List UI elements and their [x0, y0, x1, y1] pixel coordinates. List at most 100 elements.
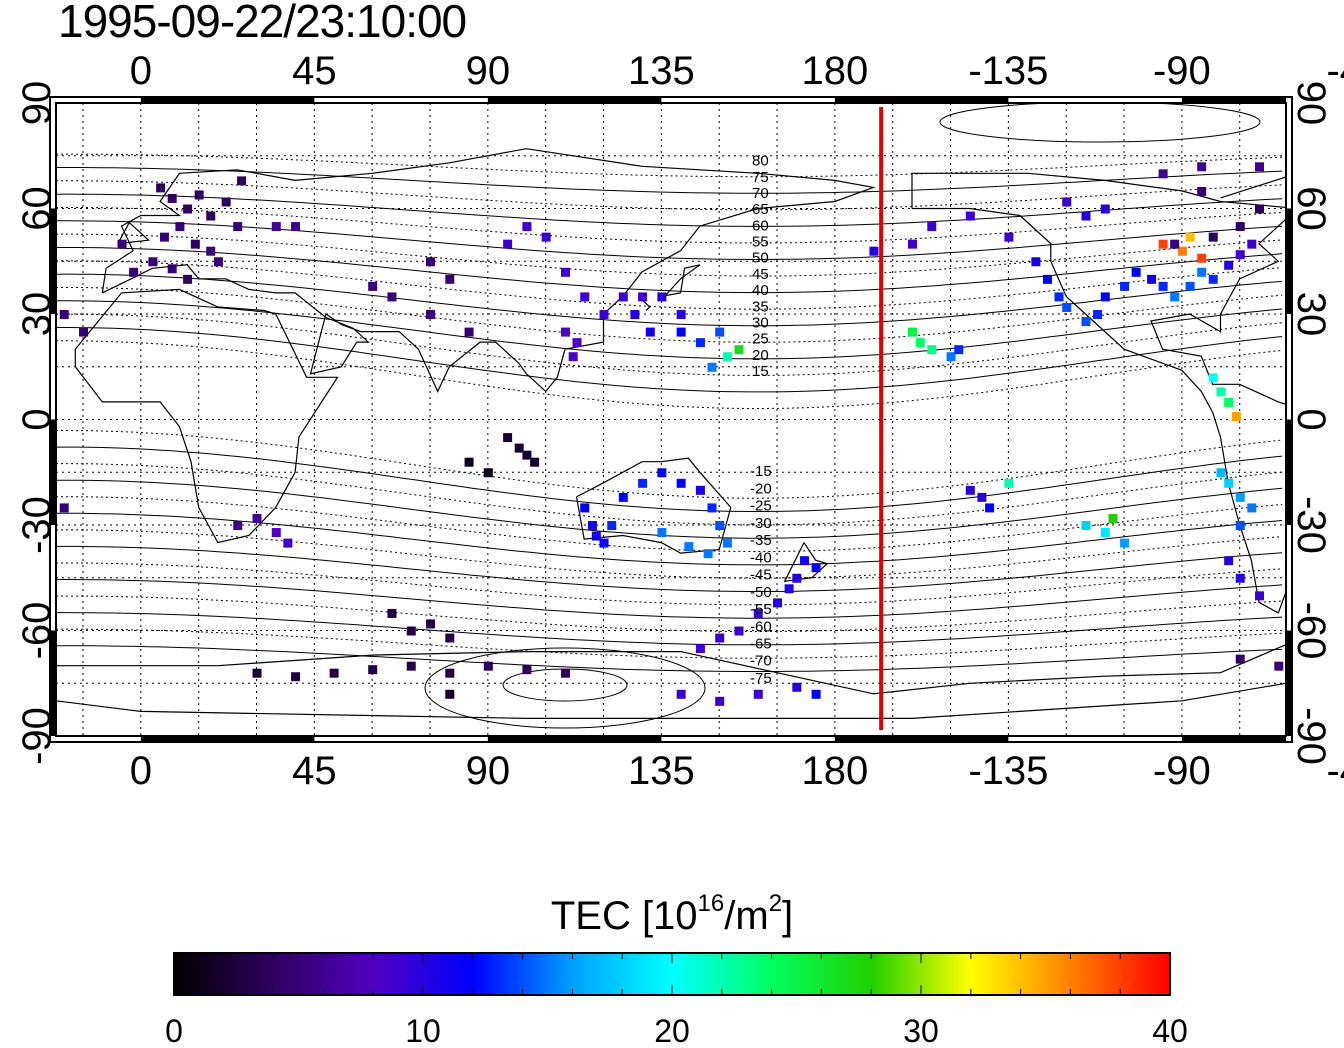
y-tick-left-label: 90 — [15, 81, 59, 126]
tec-point — [183, 274, 193, 284]
contour-loop — [424, 647, 706, 729]
tec-point — [638, 478, 648, 488]
contour-line — [56, 260, 1283, 310]
tec-point — [676, 310, 686, 319]
tec-point — [915, 338, 925, 348]
tec-point — [1177, 246, 1187, 256]
tec-point — [618, 492, 628, 502]
tec-point — [907, 239, 917, 249]
tec-point — [522, 450, 532, 460]
x-tick-top-label: -45 — [1326, 49, 1344, 93]
tec-data-points — [59, 162, 1341, 706]
tec-point — [156, 183, 166, 193]
tec-point — [1235, 250, 1245, 260]
tec-point — [129, 267, 139, 277]
y-tick-right-label: 90 — [1289, 81, 1333, 126]
tec-point — [1100, 292, 1110, 302]
coastline-path — [74, 288, 339, 544]
contour-label: -35 — [750, 532, 772, 549]
tec-point — [580, 503, 590, 513]
tec-point — [1108, 513, 1118, 523]
tec-point — [190, 239, 200, 249]
contour-label: -70 — [750, 653, 772, 670]
tec-point — [1332, 433, 1341, 442]
tec-point — [773, 598, 783, 608]
tec-point — [954, 345, 964, 355]
tec-point — [1158, 239, 1168, 249]
tec-point — [1235, 573, 1245, 583]
tec-point — [572, 338, 582, 348]
contour-label: 45 — [752, 266, 769, 283]
tec-point — [1120, 281, 1130, 291]
tec-point — [568, 352, 578, 362]
colorbar-title-unit: /m — [724, 894, 769, 938]
tec-point — [522, 222, 532, 232]
coastline-path — [660, 264, 701, 301]
tec-point — [1255, 591, 1265, 601]
tec-point — [271, 222, 281, 232]
colorbar-tick-label: 10 — [405, 1013, 441, 1048]
colorbar-title-unit-exponent: 2 — [768, 890, 783, 917]
tec-point — [1224, 260, 1234, 270]
y-tick-right-label: 60 — [1289, 186, 1333, 231]
x-tick-bottom-label: -90 — [1153, 749, 1211, 793]
colorbar-title-exponent: 16 — [697, 890, 725, 917]
tec-point — [445, 689, 455, 699]
tec-point — [78, 327, 88, 337]
tec-point — [657, 292, 667, 302]
tec-point — [503, 239, 513, 249]
x-tick-top-label: 0 — [130, 49, 152, 93]
x-tick-bottom-label: 180 — [801, 749, 868, 793]
y-tick-right-label: 0 — [1289, 408, 1333, 430]
tec-point — [1081, 521, 1091, 530]
tec-point — [541, 232, 551, 242]
tec-point — [977, 492, 987, 502]
tec-point — [1235, 654, 1245, 664]
tec-point — [406, 661, 416, 671]
contour-line — [56, 545, 1283, 592]
tec-point — [1247, 503, 1257, 513]
colorbar-title-close: ] — [782, 894, 794, 938]
tec-point — [1235, 521, 1245, 530]
tec-point — [869, 246, 879, 256]
x-tick-bottom-label: 0 — [130, 749, 152, 793]
contour-label: -15 — [750, 463, 772, 480]
contour-label: 70 — [752, 185, 769, 202]
tec-point — [599, 538, 609, 548]
tec-point — [734, 626, 744, 636]
coastline-path — [56, 643, 1286, 719]
coastline-path — [117, 221, 150, 245]
contour-label: -75 — [750, 670, 772, 687]
y-tick-right-label: -30 — [1289, 496, 1333, 554]
colorbar-tick-labels: 0 10 20 30 40 — [165, 1013, 1188, 1048]
contour-label: 30 — [752, 314, 769, 331]
contour-label: 50 — [752, 250, 769, 267]
tec-point — [1185, 232, 1195, 242]
tec-point — [426, 310, 436, 319]
tec-point — [811, 689, 821, 699]
tec-point — [329, 668, 339, 678]
tec-point — [530, 457, 540, 467]
tec-point — [695, 485, 705, 495]
tec-point — [715, 696, 725, 706]
tec-point — [406, 626, 416, 636]
coastlines — [56, 148, 1286, 719]
x-tick-top-label: 180 — [801, 49, 868, 93]
tec-point — [1120, 538, 1130, 548]
y-tick-right-label: 30 — [1289, 292, 1333, 337]
coastline-path — [641, 299, 651, 311]
contour-label: -65 — [750, 636, 772, 653]
y-tick-left-label: -60 — [15, 602, 59, 660]
tec-point — [1042, 274, 1052, 284]
tec-point — [387, 608, 397, 618]
tec-point — [946, 352, 956, 362]
contour-line — [56, 193, 1283, 227]
contour-line — [56, 287, 1283, 343]
tec-point — [1313, 444, 1322, 453]
tec-point — [599, 310, 609, 319]
y-tick-right-label: -60 — [1289, 602, 1333, 660]
tec-point — [645, 327, 655, 337]
y-ticks-left: 90 60 30 0 -30 -60 -90 — [15, 81, 59, 765]
x-tick-top-label: 90 — [466, 49, 511, 93]
contour-label: 80 — [752, 153, 769, 170]
